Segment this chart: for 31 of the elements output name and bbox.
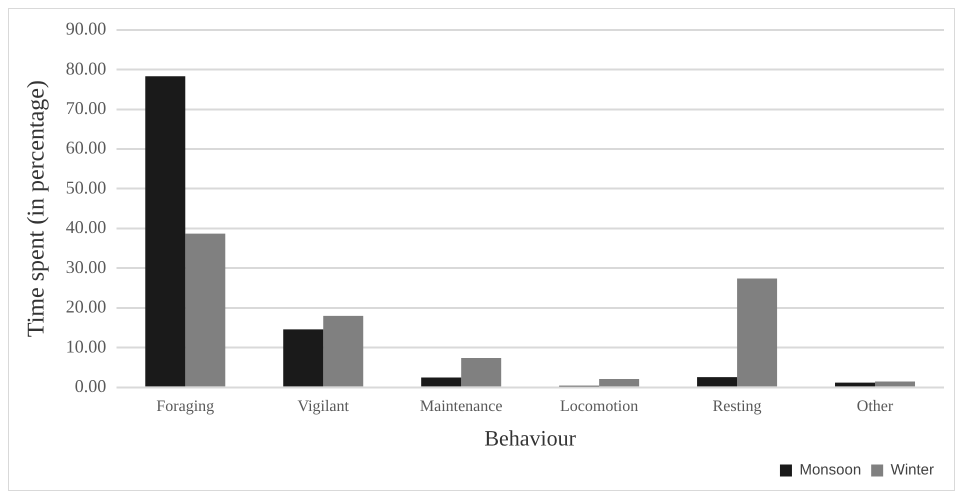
- bar: [875, 381, 916, 386]
- y-tick-label: 20.00: [66, 296, 106, 317]
- x-tick-label: Resting: [712, 398, 762, 416]
- x-axis-title: Behaviour: [484, 426, 577, 451]
- x-tick-label: Other: [856, 398, 894, 416]
- bar: [461, 358, 502, 386]
- bar: [421, 377, 462, 386]
- bar: [697, 377, 738, 386]
- bar: [599, 379, 640, 386]
- y-tick-label: 10.00: [66, 336, 106, 356]
- x-tick-label: Vigilant: [297, 398, 350, 416]
- y-tick-label: 30.00: [66, 256, 106, 277]
- y-axis-title: Time spent (in percentage): [24, 80, 50, 338]
- bar: [145, 76, 186, 386]
- x-tick-label: Foraging: [156, 398, 214, 416]
- bar: [323, 316, 364, 386]
- bar: [737, 278, 778, 386]
- x-tick-label: Locomotion: [560, 398, 638, 416]
- y-tick-label: 50.00: [66, 177, 106, 198]
- y-tick-label: 90.00: [66, 18, 106, 39]
- bar: [835, 382, 876, 386]
- legend-label: Monsoon: [799, 462, 862, 479]
- legend-label: Winter: [890, 462, 934, 479]
- y-tick-label: 0.00: [74, 376, 106, 396]
- y-tick-label: 40.00: [66, 217, 106, 238]
- x-tick-label: Maintenance: [420, 398, 502, 416]
- y-tick-label: 60.00: [66, 138, 106, 158]
- y-tick-label: 70.00: [66, 98, 106, 118]
- y-tick-label: 80.00: [66, 58, 106, 78]
- bar: [283, 329, 324, 386]
- bar: [185, 234, 226, 386]
